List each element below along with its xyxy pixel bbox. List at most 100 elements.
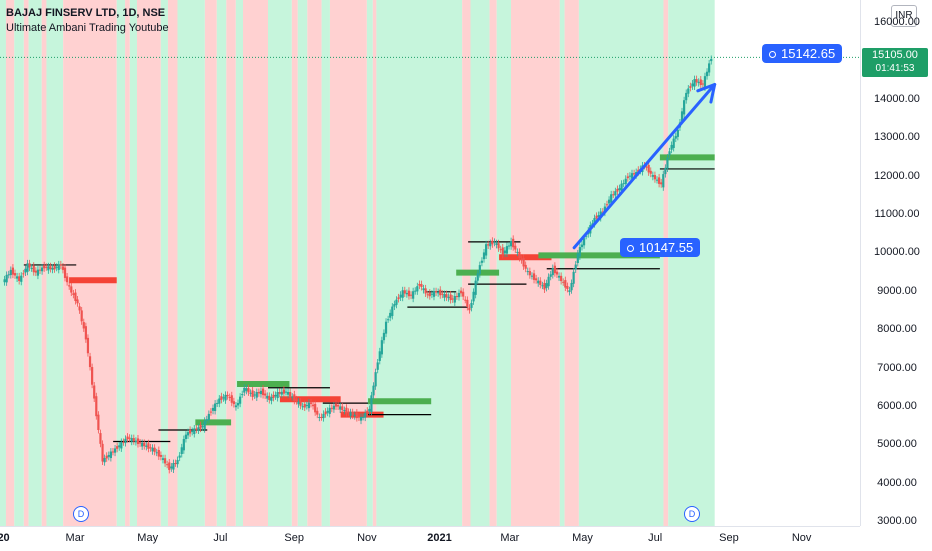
candle-body (395, 299, 398, 305)
currency-label[interactable]: INR (891, 5, 917, 27)
candle-body (178, 455, 181, 458)
candle-body (495, 243, 498, 245)
candle-body (80, 310, 83, 322)
last-price-value: 15105.00 (872, 49, 918, 61)
time-tick-label: May (137, 532, 159, 544)
candle-body (91, 367, 94, 385)
candle-body (668, 151, 671, 156)
candle-body (141, 442, 144, 447)
candle-body (370, 395, 373, 412)
candle-body (211, 407, 215, 411)
dividend-marker-icon[interactable]: D (73, 506, 89, 522)
candle-body (426, 294, 429, 296)
candle-body (470, 302, 473, 308)
candle-body (322, 413, 325, 419)
time-tick-label: Nov (791, 532, 812, 544)
candle-body (66, 276, 69, 283)
candle-body (99, 433, 102, 444)
dividend-marker-icon[interactable]: D (684, 506, 700, 522)
candle-body (478, 265, 481, 275)
candle-body (159, 454, 163, 457)
candle-body (301, 406, 304, 408)
bull-zone (559, 0, 565, 526)
candle-body (241, 394, 244, 396)
candle-body (243, 387, 246, 393)
candle-body (293, 394, 296, 401)
candle-body (59, 264, 62, 266)
time-tick-label: Nov (357, 532, 377, 544)
candle-body (409, 294, 413, 296)
candle-body (428, 292, 431, 297)
candle-body (155, 452, 158, 454)
candle-body (566, 286, 569, 289)
candle-body (412, 291, 415, 299)
candle-body (5, 274, 8, 283)
candle-body (505, 246, 509, 254)
price-tick-label: 9000.00 (877, 284, 917, 297)
candle-body (128, 437, 131, 439)
candle-body (574, 264, 577, 270)
candle-body (439, 289, 442, 296)
price-tick-label: 11000.00 (874, 208, 920, 220)
candle-body (380, 340, 383, 355)
price-chart[interactable] (0, 0, 860, 526)
candle-body (314, 403, 317, 413)
candle-body (416, 286, 419, 292)
candle-body (653, 175, 657, 180)
candle-body (86, 337, 90, 354)
candle-body (15, 276, 19, 279)
candle-body (474, 280, 477, 295)
candle-body (276, 392, 279, 399)
bear-zone (489, 0, 497, 526)
candle-body (632, 173, 636, 175)
candle-body (74, 292, 77, 302)
bull-zone (129, 0, 137, 526)
candle-body (468, 307, 471, 311)
candle-body (462, 291, 465, 297)
price-axis[interactable]: INR 3000.00 4000.00 5000.00 6000.00 7000.00 8… (860, 0, 932, 527)
candle-body (72, 293, 75, 295)
chart-area[interactable]: BAJAJ FINSERV LTD, 1D, NSE Ultimate Amba… (0, 0, 860, 526)
candle-body (447, 296, 450, 299)
candle-body (397, 297, 400, 300)
price-tick-label: 12000.00 (874, 169, 920, 182)
candle-body (318, 416, 321, 418)
candle-body (522, 258, 525, 267)
candle-body (224, 394, 227, 401)
candle-body (282, 389, 285, 394)
candle-body (280, 391, 283, 395)
candle-body (491, 240, 494, 245)
candle-body (63, 267, 67, 278)
candle-body (501, 247, 504, 255)
candle-body (555, 271, 559, 275)
candle-body (622, 183, 625, 185)
candle-body (70, 286, 73, 293)
candle-body (557, 275, 561, 278)
candle-body (28, 263, 31, 268)
candle-body (172, 463, 175, 470)
candle-body (616, 188, 619, 192)
candle-body (459, 290, 463, 294)
candle-body (145, 445, 148, 447)
candle-body (40, 267, 44, 272)
candle-body (118, 445, 121, 448)
candle-body (68, 285, 71, 287)
bull-zone (376, 0, 463, 526)
price-tick-label: 8000.00 (877, 323, 917, 336)
candle-body (261, 388, 265, 396)
candle-body (372, 385, 375, 396)
time-tick-label: Jul (213, 532, 228, 544)
candle-body (393, 304, 396, 307)
candle-body (384, 321, 388, 334)
candle-body (610, 194, 613, 203)
trend-arrow-head-icon (696, 82, 717, 104)
time-axis[interactable]: 20 Mar May Jul Sep Nov 2021 Mar May Jul Sep Nov (0, 526, 860, 551)
candle-body (297, 401, 300, 405)
candle-body (662, 174, 665, 188)
time-tick-label: May (572, 532, 593, 544)
candle-body (305, 405, 308, 407)
candle-body (451, 298, 454, 300)
candle-body (257, 392, 260, 394)
candle-body (303, 403, 306, 408)
candle-body (209, 411, 213, 413)
